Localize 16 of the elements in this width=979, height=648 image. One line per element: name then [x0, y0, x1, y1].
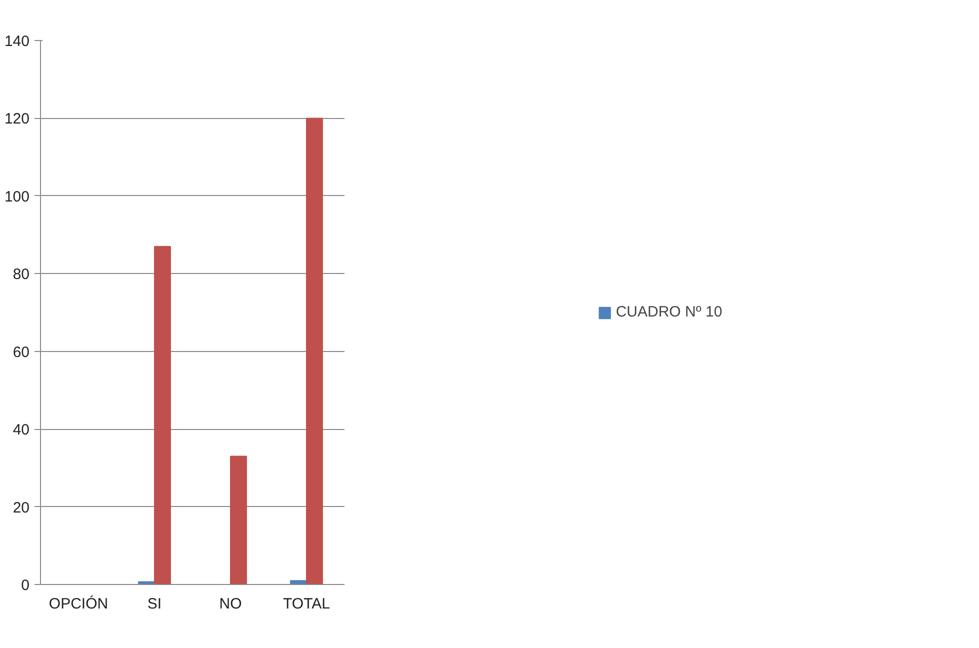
x-tick-label: SI — [147, 596, 162, 612]
y-tick-label: 140 — [4, 33, 30, 50]
y-tick-label: 20 — [12, 499, 30, 516]
y-tick-label: 120 — [4, 110, 30, 128]
x-tick-label: NO — [219, 596, 242, 612]
x-tick-label: OPCIÓN — [48, 594, 108, 612]
bar — [230, 456, 247, 584]
y-tick-label: 40 — [12, 422, 30, 439]
y-tick-label: 100 — [4, 188, 30, 206]
y-tick-label: 60 — [12, 344, 30, 361]
y-tick-label: 80 — [12, 266, 30, 284]
x-tick-label: TOTAL — [283, 596, 330, 612]
y-tick-label: 0 — [21, 577, 30, 594]
bar — [306, 118, 323, 584]
legend-label: CUADRO Nº 10 — [616, 304, 722, 320]
bar — [154, 246, 171, 584]
